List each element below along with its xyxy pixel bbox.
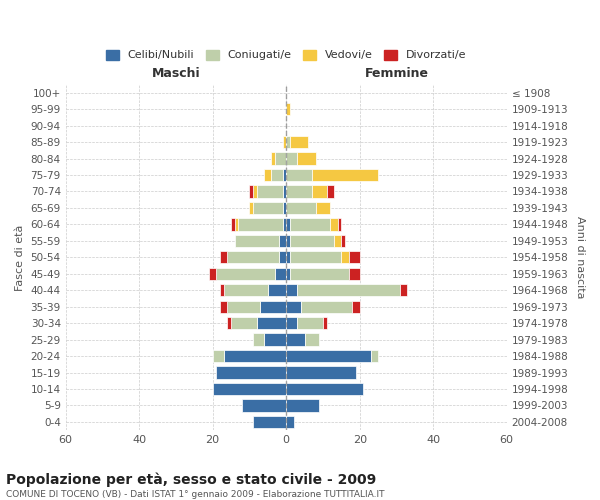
Bar — [290, 218, 331, 230]
Bar — [227, 300, 260, 313]
Bar — [227, 317, 231, 330]
Bar — [341, 251, 349, 264]
Bar — [260, 300, 286, 313]
Bar — [279, 234, 286, 247]
Legend: Celibi/Nubili, Coniugati/e, Vedovi/e, Divorzati/e: Celibi/Nubili, Coniugati/e, Vedovi/e, Di… — [101, 45, 471, 65]
Y-axis label: Anni di nascita: Anni di nascita — [575, 216, 585, 298]
Bar — [286, 366, 356, 378]
Bar — [286, 218, 290, 230]
Text: COMUNE DI TOCENO (VB) - Dati ISTAT 1° gennaio 2009 - Elaborazione TUTTITALIA.IT: COMUNE DI TOCENO (VB) - Dati ISTAT 1° ge… — [6, 490, 385, 499]
Bar — [286, 268, 290, 280]
Bar — [253, 202, 283, 214]
Bar — [286, 169, 312, 181]
Bar — [297, 152, 316, 164]
Bar — [220, 284, 224, 296]
Bar — [231, 317, 257, 330]
Bar — [286, 136, 290, 148]
Bar — [286, 103, 290, 116]
Bar — [217, 366, 286, 378]
Bar — [283, 218, 286, 230]
Bar — [305, 334, 319, 346]
Text: Maschi: Maschi — [152, 66, 200, 80]
Bar — [224, 350, 286, 362]
Bar — [275, 152, 286, 164]
Bar — [283, 169, 286, 181]
Bar — [253, 334, 264, 346]
Bar — [312, 169, 378, 181]
Bar — [224, 284, 268, 296]
Bar — [231, 218, 235, 230]
Bar — [290, 234, 334, 247]
Bar — [217, 268, 275, 280]
Text: Popolazione per età, sesso e stato civile - 2009: Popolazione per età, sesso e stato civil… — [6, 472, 376, 487]
Bar — [220, 251, 227, 264]
Bar — [271, 152, 275, 164]
Bar — [286, 202, 316, 214]
Bar — [286, 350, 371, 362]
Bar — [253, 186, 257, 198]
Bar — [286, 317, 297, 330]
Bar — [286, 186, 312, 198]
Bar — [220, 300, 227, 313]
Bar — [268, 284, 286, 296]
Bar — [286, 383, 364, 395]
Bar — [212, 383, 286, 395]
Bar — [331, 218, 338, 230]
Bar — [253, 416, 286, 428]
Bar — [290, 268, 349, 280]
Bar — [301, 300, 352, 313]
Bar — [326, 186, 334, 198]
Bar — [349, 251, 360, 264]
Bar — [264, 169, 271, 181]
Bar — [316, 202, 331, 214]
Bar — [209, 268, 217, 280]
Bar — [400, 284, 407, 296]
Bar — [242, 400, 286, 411]
Bar — [283, 202, 286, 214]
Bar — [286, 251, 290, 264]
Bar — [349, 268, 360, 280]
Bar — [227, 251, 279, 264]
Bar — [286, 400, 319, 411]
Bar — [212, 350, 224, 362]
Bar — [257, 186, 283, 198]
Bar — [334, 234, 341, 247]
Bar — [290, 136, 308, 148]
Bar — [238, 218, 283, 230]
Bar — [286, 334, 305, 346]
Bar — [312, 186, 326, 198]
Bar — [283, 136, 286, 148]
Bar — [286, 416, 293, 428]
Bar — [290, 251, 341, 264]
Bar — [235, 218, 238, 230]
Bar — [338, 218, 341, 230]
Bar — [250, 186, 253, 198]
Bar — [264, 334, 286, 346]
Bar — [371, 350, 378, 362]
Bar — [341, 234, 345, 247]
Y-axis label: Fasce di età: Fasce di età — [15, 224, 25, 290]
Bar — [286, 284, 297, 296]
Text: Femmine: Femmine — [364, 66, 428, 80]
Bar — [286, 152, 297, 164]
Bar — [297, 317, 323, 330]
Bar — [257, 317, 286, 330]
Bar — [283, 186, 286, 198]
Bar — [235, 234, 279, 247]
Bar — [279, 251, 286, 264]
Bar — [323, 317, 326, 330]
Bar — [352, 300, 360, 313]
Bar — [271, 169, 283, 181]
Bar — [297, 284, 400, 296]
Bar — [286, 234, 290, 247]
Bar — [250, 202, 253, 214]
Bar — [286, 300, 301, 313]
Bar — [275, 268, 286, 280]
